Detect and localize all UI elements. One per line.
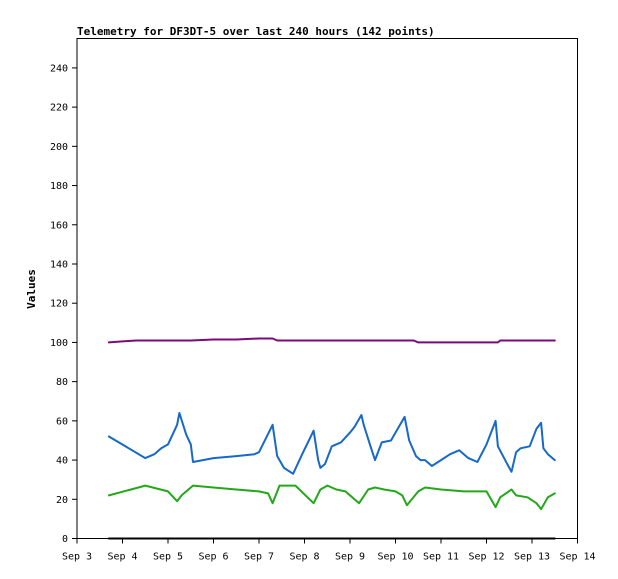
y-tick-label: 40 [56, 456, 68, 467]
x-tick-label: Sep 14 [559, 552, 595, 563]
y-tick-label: 100 [50, 338, 68, 349]
series-line [107, 484, 556, 511]
y-tick-label: 240 [50, 63, 68, 74]
x-tick-label: Sep 8 [289, 552, 319, 563]
y-tick-label: 120 [50, 299, 68, 310]
x-tick-label: Sep 10 [377, 552, 413, 563]
y-tick-label: 0 [62, 534, 68, 545]
chart-title: Telemetry for DF3DT-5 over last 240 hour… [77, 25, 435, 38]
x-tick-label: Sep 13 [514, 552, 550, 563]
x-tick-label: Sep 7 [244, 552, 274, 563]
series-line [107, 337, 556, 344]
x-tick-label: Sep 11 [423, 552, 459, 563]
x-tick-label: Sep 3 [62, 552, 92, 563]
series-group [107, 337, 556, 540]
series-line [107, 412, 556, 475]
y-axis: 0 20 40 60 80 100 120 140 160 180 200 220 240 [50, 63, 77, 545]
x-tick-label: Sep 9 [335, 552, 365, 563]
x-tick-label: Sep 5 [153, 552, 183, 563]
y-axis-label: Values [25, 269, 38, 309]
y-tick-label: 180 [50, 181, 68, 192]
x-tick-label: Sep 6 [198, 552, 228, 563]
x-tick-label: Sep 4 [107, 552, 137, 563]
y-tick-label: 200 [50, 142, 68, 153]
y-tick-label: 140 [50, 259, 68, 270]
x-tick-label: Sep 12 [468, 552, 504, 563]
y-tick-label: 20 [56, 495, 68, 506]
y-tick-label: 60 [56, 416, 68, 427]
y-tick-label: 220 [50, 103, 68, 114]
y-tick-label: 80 [56, 377, 68, 388]
y-tick-label: 160 [50, 220, 68, 231]
